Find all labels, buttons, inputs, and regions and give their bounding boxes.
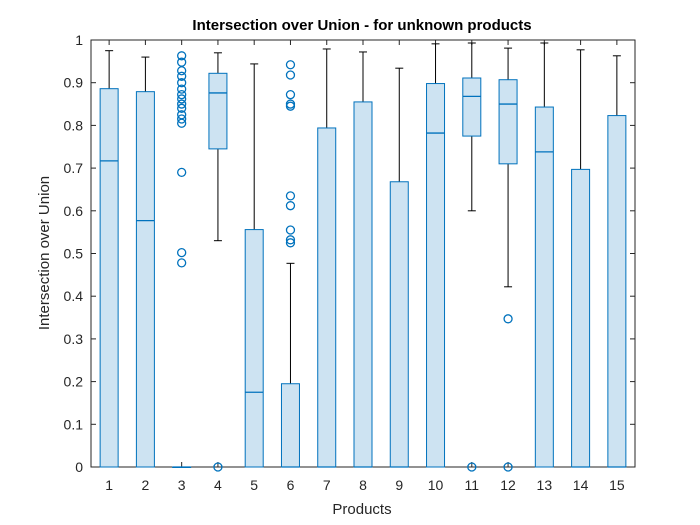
x-axis-label: Products	[332, 501, 391, 518]
x-tick-label: 5	[250, 477, 258, 493]
box	[135, 91, 155, 468]
y-tick-label: 0.2	[64, 374, 84, 390]
box-group	[498, 47, 518, 472]
outlier-point	[177, 57, 187, 67]
box	[534, 106, 554, 468]
box-group	[462, 42, 482, 472]
outlier-point	[285, 70, 296, 80]
x-tick-label: 14	[573, 477, 589, 493]
x-tick-label: 3	[178, 477, 186, 493]
y-tick-label: 0.8	[64, 117, 84, 133]
x-tick-label: 7	[323, 477, 331, 493]
outlier-point	[467, 462, 477, 472]
outlier-point	[177, 103, 187, 113]
y-tick-label: 0	[75, 459, 83, 475]
outlier-point	[285, 225, 296, 235]
box	[317, 127, 337, 468]
x-tick-label: 9	[395, 477, 403, 493]
outlier-point	[285, 235, 296, 245]
outlier-point	[213, 462, 223, 472]
outlier-point	[503, 314, 513, 324]
box-group	[426, 43, 446, 468]
outlier-point	[177, 99, 187, 109]
outlier-point	[177, 90, 187, 100]
outlier-point	[285, 238, 296, 248]
outlier-point	[177, 247, 187, 258]
box	[462, 77, 482, 137]
outlier-point	[177, 84, 187, 94]
box	[280, 383, 300, 468]
outlier-point	[285, 191, 296, 201]
x-tick-label: 4	[214, 477, 222, 493]
y-tick-label: 0.4	[64, 288, 84, 304]
outlier-point	[177, 167, 187, 178]
outlier-point	[285, 99, 296, 109]
boxes	[99, 42, 627, 472]
box	[208, 72, 228, 150]
box	[426, 83, 446, 468]
outlier-point	[177, 51, 187, 61]
box-group	[208, 52, 228, 472]
outlier-point	[285, 90, 296, 100]
box	[99, 88, 119, 468]
outlier-point	[503, 462, 513, 472]
y-tick-label: 0.5	[64, 246, 84, 262]
box	[389, 181, 409, 468]
x-tick-label: 2	[142, 477, 150, 493]
outlier-point	[177, 114, 187, 124]
y-axis-label: Intersection over Union	[36, 176, 53, 330]
x-tick-label: 1	[105, 477, 113, 493]
outlier-point	[177, 71, 187, 81]
outlier-point	[285, 60, 296, 70]
y-axis: 0 0.1 0.2 0.3 0.4 0.5 0.6 0.7 0.8 0.9 1	[64, 32, 635, 475]
y-tick-label: 1	[75, 32, 83, 48]
box-group	[534, 42, 554, 468]
chart-title: Intersection over Union - for unknown pr…	[192, 17, 531, 34]
box-group	[172, 51, 192, 468]
outlier-point	[177, 258, 187, 268]
box-group	[353, 51, 373, 468]
box-group	[135, 56, 155, 468]
outlier-point	[177, 94, 187, 104]
outlier-point	[177, 78, 187, 88]
outlier-point	[177, 66, 187, 76]
box	[498, 79, 518, 165]
box	[607, 115, 627, 468]
box	[571, 168, 591, 468]
outlier-point	[285, 201, 296, 211]
box-group	[389, 67, 409, 468]
box	[353, 101, 373, 468]
x-tick-label: 13	[537, 477, 553, 493]
x-axis: 1 2 3 4 5 6 7 8 9 10 11 12 13 14 15	[105, 40, 625, 493]
x-tick-label: 12	[500, 477, 516, 493]
box-group	[280, 60, 300, 468]
y-tick-label: 0.7	[64, 160, 84, 176]
x-tick-label: 15	[609, 477, 625, 493]
y-tick-label: 0.1	[64, 416, 84, 432]
box	[244, 229, 264, 468]
y-tick-label: 0.9	[64, 75, 84, 91]
box-group	[317, 48, 337, 468]
y-tick-label: 0.6	[64, 203, 84, 219]
box-group	[571, 49, 591, 468]
box-group	[607, 55, 627, 468]
x-tick-label: 11	[465, 477, 480, 493]
box-group	[244, 63, 264, 468]
x-tick-label: 10	[428, 477, 444, 493]
box-group	[99, 50, 119, 468]
x-tick-label: 8	[359, 477, 367, 493]
x-tick-label: 6	[287, 477, 295, 493]
y-tick-label: 0.3	[64, 331, 84, 347]
outlier-point	[177, 110, 187, 120]
